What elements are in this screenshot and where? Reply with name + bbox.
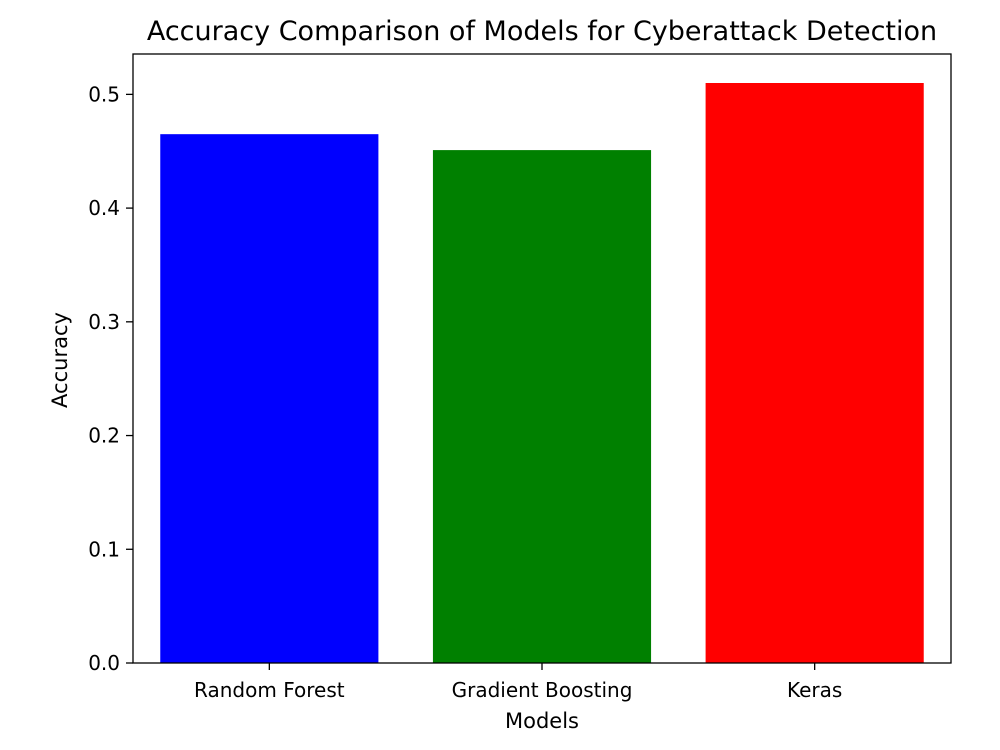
y-tick-label: 0.5 <box>88 82 120 106</box>
y-tick-label: 0.4 <box>88 196 120 220</box>
plot-frame <box>132 53 952 664</box>
y-tick-label: 0.2 <box>88 424 120 448</box>
x-tick-label: Random Forest <box>194 678 345 702</box>
bar-random-forest <box>160 134 379 664</box>
bars-group <box>160 83 924 664</box>
x-tick-label: Keras <box>787 678 842 702</box>
x-tick-label: Gradient Boosting <box>452 678 633 702</box>
bar-gradient-boosting <box>432 150 652 664</box>
y-axis-label: Accuracy <box>48 312 72 408</box>
bar-keras <box>705 83 924 663</box>
chart-title: Accuracy Comparison of Models for Cybera… <box>147 16 937 47</box>
y-tick-label: 0.3 <box>88 310 120 334</box>
y-tick-label: 0.0 <box>88 651 120 675</box>
y-tick-label: 0.1 <box>88 537 120 561</box>
x-axis-label: Models <box>505 709 579 733</box>
x-axis: Random Forest Gradient Boosting Keras <box>194 663 842 702</box>
y-axis: 0.0 0.1 0.2 0.3 0.4 0.5 <box>88 82 133 675</box>
